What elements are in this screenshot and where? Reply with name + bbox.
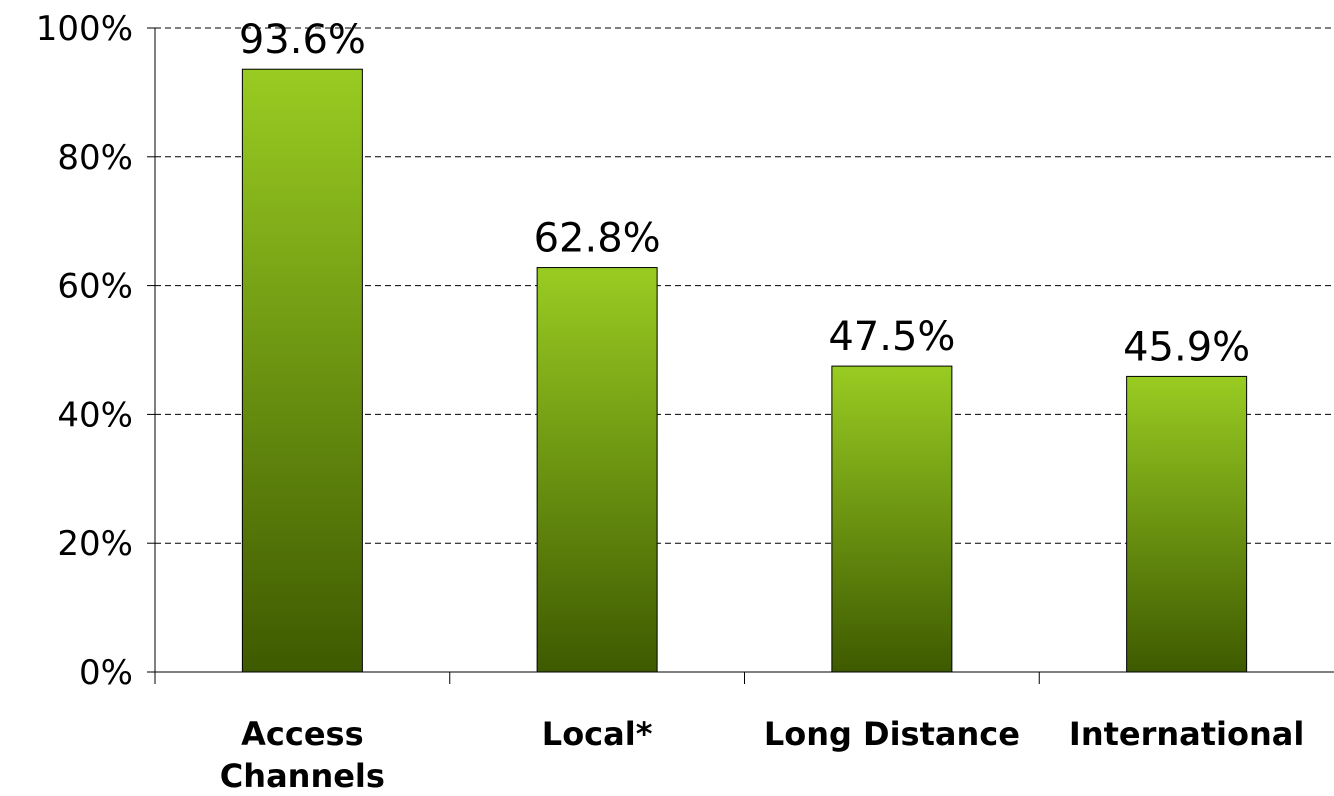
y-tick-label: 0% [79, 653, 133, 693]
data-label: 47.5% [828, 314, 955, 360]
bar-international [1126, 375, 1248, 673]
labels: 0% 20% 40% 60% 80% 100% 93.6% Access Channels 62.… [36, 9, 1305, 795]
bar-local [536, 267, 658, 673]
data-label: 93.6% [239, 17, 366, 63]
y-tick-label: 20% [57, 524, 133, 564]
y-tick-label: 40% [57, 395, 133, 435]
x-category-label: Local* [542, 715, 653, 753]
bars [241, 68, 1248, 673]
y-tick-label: 100% [36, 9, 133, 49]
bar-long-distance [831, 365, 953, 673]
y-tick-label: 80% [57, 138, 133, 178]
bar-access-channels [241, 68, 363, 673]
data-label: 62.8% [534, 216, 661, 262]
x-category-label: Access [241, 715, 364, 753]
x-category-label: International [1069, 715, 1304, 753]
x-category-label: Channels [220, 757, 385, 795]
axes [147, 27, 1334, 684]
x-category-label: Long Distance [764, 715, 1020, 753]
y-tick-label: 60% [57, 267, 133, 307]
data-label: 45.9% [1123, 324, 1250, 370]
